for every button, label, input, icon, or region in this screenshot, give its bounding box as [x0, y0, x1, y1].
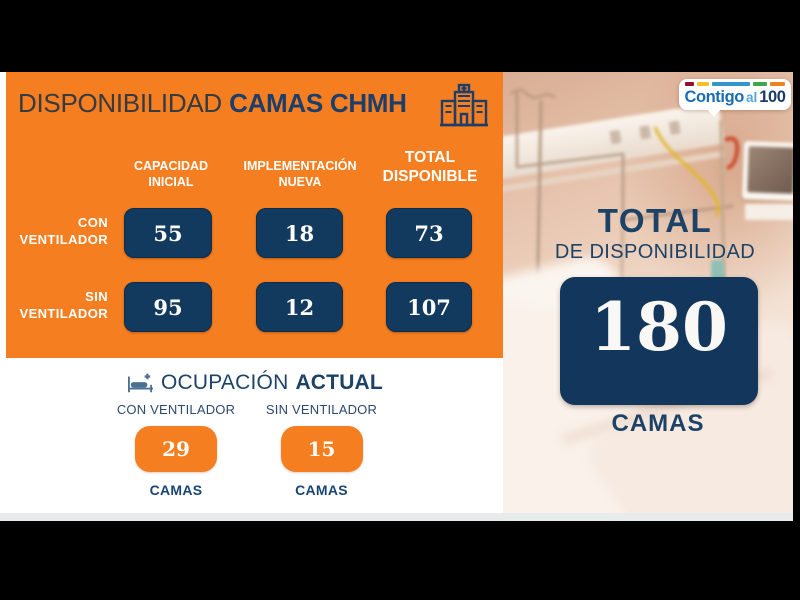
total-value: 180: [590, 288, 728, 366]
total-value-box: 180: [560, 277, 758, 405]
logo-word-al: al: [745, 90, 758, 105]
monitor-screen: [747, 146, 793, 194]
logo-word-contigo: Contigo: [684, 88, 744, 106]
bed-availability-slide: TOTAL DE DISPONIBILIDAD 180 CAMAS Contig…: [0, 72, 793, 521]
logo-text: Contigo al 100: [679, 87, 791, 108]
occupation-label: CON VENTILADOR: [116, 402, 236, 417]
patient-monitor: [742, 141, 793, 201]
value-con-ventilador-capacidad: 55: [124, 208, 212, 258]
total-title: TOTAL: [597, 202, 713, 239]
occupation-title-bold: ACTUAL: [295, 371, 383, 394]
column-header-total-disponible: TOTAL DISPONIBLE: [382, 149, 478, 185]
title-regular: DISPONIBILIDAD: [18, 88, 222, 118]
page-title: DISPONIBILIDAD CAMAS CHMH: [18, 86, 407, 120]
column-header-capacidad-inicial: CAPACIDAD INICIAL: [133, 159, 209, 189]
title-bold: CAMAS CHMH: [229, 88, 407, 118]
occupation-unit: CAMAS: [295, 482, 348, 498]
hospital-building-icon: [440, 83, 488, 127]
value-sin-ventilador-total: 107: [386, 282, 472, 332]
logo-color-dashes-icon: [685, 82, 785, 86]
speech-bubble-tail: [707, 109, 721, 117]
value-sin-ventilador-implementacion: 12: [256, 282, 343, 332]
equipment-box: [745, 204, 793, 220]
occupation-section: OCUPACIÓN ACTUAL CON VENTILADOR 29 CAMAS…: [6, 358, 503, 513]
occupation-title: OCUPACIÓN ACTUAL: [6, 371, 503, 395]
occupation-title-regular: OCUPACIÓN: [161, 371, 289, 394]
occupation-label: SIN VENTILADOR: [265, 402, 378, 417]
value-con-ventilador-implementacion: 18: [256, 208, 343, 258]
logo-word-100: 100: [759, 88, 786, 106]
row-label-sin-ventilador: SIN VENTILADOR: [19, 289, 108, 321]
value-sin-ventilador-capacidad: 95: [124, 282, 212, 332]
occupation-value-box: 29: [135, 426, 217, 472]
hospital-bed-icon: [128, 373, 153, 393]
slide-bottom-edge: [0, 513, 793, 521]
column-header-implementacion-nueva: IMPLEMENTACIÓN NUEVA: [243, 159, 357, 189]
occupation-value-box: 15: [280, 426, 363, 472]
total-subtitle: DE DISPONIBILIDAD: [554, 241, 756, 263]
iv-bag: [711, 260, 724, 280]
row-label-con-ventilador: CON VENTILADOR: [19, 215, 108, 247]
occupation-unit: CAMAS: [149, 482, 203, 498]
occupation-item-sin-ventilador: SIN VENTILADOR 15 CAMAS: [256, 402, 387, 498]
occupation-item-con-ventilador: CON VENTILADOR 29 CAMAS: [110, 402, 242, 498]
availability-panel: DISPONIBILIDAD CAMAS CHMH CAPACIDAD: [6, 72, 503, 358]
contigo-al-100-logo: Contigo al 100: [679, 79, 791, 117]
value-con-ventilador-total: 73: [386, 208, 472, 258]
total-unit: CAMAS: [611, 410, 705, 437]
